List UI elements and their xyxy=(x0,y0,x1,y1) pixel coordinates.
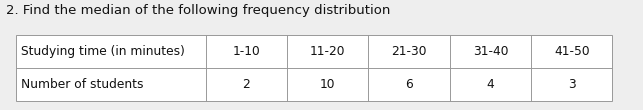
Text: 11-20: 11-20 xyxy=(310,45,345,58)
Text: 21-30: 21-30 xyxy=(392,45,427,58)
Text: 2. Find the median of the following frequency distribution: 2. Find the median of the following freq… xyxy=(6,4,391,17)
Text: Studying time (in minutes): Studying time (in minutes) xyxy=(21,45,185,58)
Text: 1-10: 1-10 xyxy=(233,45,260,58)
Text: Number of students: Number of students xyxy=(21,78,144,91)
Text: 2: 2 xyxy=(242,78,250,91)
Text: 41-50: 41-50 xyxy=(554,45,590,58)
Text: 6: 6 xyxy=(405,78,413,91)
Bar xyxy=(16,35,613,101)
Text: 4: 4 xyxy=(487,78,494,91)
Text: 10: 10 xyxy=(320,78,336,91)
Text: 3: 3 xyxy=(568,78,575,91)
Text: 31-40: 31-40 xyxy=(473,45,508,58)
